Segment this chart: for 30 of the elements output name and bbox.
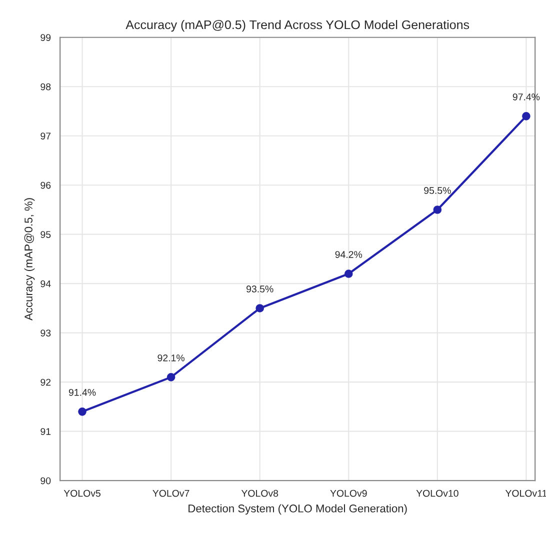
y-tick-label: 97 <box>40 132 51 140</box>
y-tick-label: 90 <box>40 477 51 484</box>
x-tick-label: YOLOv8 <box>241 490 278 497</box>
data-label: 95.5% <box>424 187 451 194</box>
point <box>78 407 86 416</box>
x-tick-label: YOLOv9 <box>330 490 367 497</box>
y-tick-label: 92 <box>40 378 51 386</box>
point <box>522 112 530 120</box>
y-tick-label: 94 <box>40 280 51 288</box>
y-tick-label: 96 <box>40 182 51 189</box>
point <box>256 304 264 312</box>
point <box>166 373 176 382</box>
point <box>344 270 353 278</box>
x-tick-label: YOLOv5 <box>64 490 100 497</box>
y-tick-label: 93 <box>40 330 51 336</box>
data-label: 97.4% <box>512 93 540 100</box>
y-tick-label: 91 <box>40 428 51 435</box>
y-tick-label: 99 <box>40 34 51 41</box>
x-tick-label: YOLOv7 <box>152 490 190 497</box>
x-tick-label: YOLOv10 <box>416 490 458 497</box>
y-tick-label: 95 <box>40 231 51 238</box>
y-tick-label: 98 <box>40 83 51 90</box>
data-label: 93.5% <box>246 286 274 292</box>
data-label: 92.1% <box>158 354 184 362</box>
data-label: 94.2% <box>335 251 362 258</box>
y-axis-title: Accuracy (mAP@0.5, %) <box>24 198 35 320</box>
x-axis-title: Detection System (YOLO Model Generation) <box>188 504 407 515</box>
point <box>433 206 442 214</box>
data-label: 91.4% <box>68 388 96 396</box>
chart-title: Accuracy (mAP@0.5) Trend Across YOLO Model Generations <box>126 20 470 32</box>
